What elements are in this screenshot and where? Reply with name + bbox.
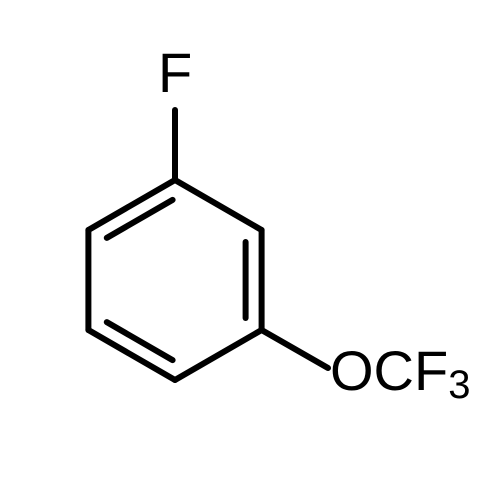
ocf3-main: OCF xyxy=(330,339,448,402)
fluorine-label: F xyxy=(158,40,192,105)
ocf3-label: OCF3 xyxy=(330,338,470,408)
molecule-svg xyxy=(0,0,500,500)
bond-layer xyxy=(88,110,328,380)
ocf3-sub: 3 xyxy=(448,363,470,407)
